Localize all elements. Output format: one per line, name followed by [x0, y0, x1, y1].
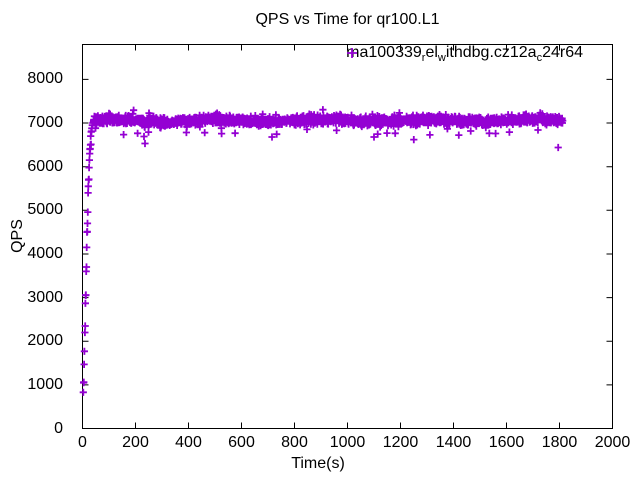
- legend-label-part: r: [421, 51, 426, 64]
- x-tick-label: 1800: [541, 434, 578, 451]
- axis-tick-marks: [82, 44, 613, 429]
- x-tick-label: 2000: [594, 434, 631, 451]
- x-tick-label: 800: [281, 434, 308, 451]
- y-tick-label: 8000: [27, 70, 63, 88]
- legend-label-part: c: [536, 51, 543, 64]
- legend-label-part: 24r64: [542, 43, 583, 61]
- y-tick-label: 5000: [27, 201, 63, 219]
- x-tick-label: 1200: [382, 434, 419, 451]
- plot-border: [82, 44, 613, 429]
- legend-series-label: ma100339relwithdbg.cz12ac24r64: [346, 43, 583, 66]
- y-tick-label: 6000: [27, 157, 63, 175]
- y-tick-label: 1000: [27, 375, 63, 393]
- x-tick-label: 1000: [329, 434, 366, 451]
- x-tick-label: 1600: [488, 434, 525, 451]
- x-tick-label: 1400: [435, 434, 472, 451]
- legend-label-part: w: [437, 51, 446, 64]
- chart-title: QPS vs Time for qr100.L1: [255, 11, 440, 28]
- legend-label-part: el: [425, 43, 438, 61]
- scatter-series-points: [79, 106, 567, 396]
- legend: ma100339relwithdbg.cz12ac24r64: [346, 43, 583, 66]
- y-tick-label: 7000: [27, 114, 63, 132]
- y-tick-label: 4000: [27, 244, 63, 262]
- x-tick-label: 600: [228, 434, 255, 451]
- legend-label-part: ithdbg.cz12a: [445, 43, 537, 61]
- y-tick-label: 2000: [27, 332, 63, 350]
- y-tick-label: 0: [54, 419, 63, 437]
- x-tick-label: 400: [175, 434, 202, 451]
- legend-label-part: ma100339: [346, 43, 422, 61]
- legend-plus-glyph: [347, 48, 358, 58]
- y-tick-label: 3000: [27, 288, 63, 306]
- x-tick-label: 200: [122, 434, 149, 451]
- x-tick-label: 0: [78, 434, 87, 451]
- plus-marker-icon: [347, 48, 358, 58]
- x-axis-label: Time(s): [291, 455, 345, 472]
